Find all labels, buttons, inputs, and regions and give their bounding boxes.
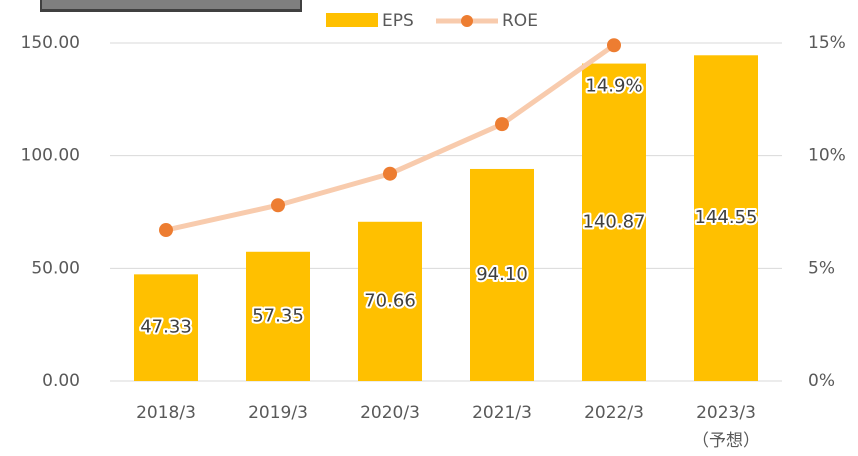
y-tick-label: 50.00 xyxy=(31,258,80,278)
data-label: 94.10 xyxy=(476,264,528,285)
roe-marker xyxy=(495,117,509,132)
roe-marker xyxy=(383,166,397,181)
title-box-inner xyxy=(42,0,300,9)
roe-marker xyxy=(271,198,285,213)
data-label: 70.66 xyxy=(364,290,416,311)
bar xyxy=(358,221,422,381)
roe-marker xyxy=(159,223,173,238)
y-tick-label: 0.00 xyxy=(42,371,80,391)
data-label: 140.87 xyxy=(583,211,646,232)
bar xyxy=(134,274,198,381)
category-note: （予想） xyxy=(692,431,760,451)
data-label: 144.55 xyxy=(695,207,758,228)
y-tick-label: 150.00 xyxy=(21,33,80,53)
legend-label: ROE xyxy=(502,11,538,31)
bar xyxy=(470,168,534,381)
x-tick-label: 2019/3 xyxy=(248,403,308,423)
x-tick-label: 2022/3 xyxy=(584,403,644,423)
y2-tick-label: 0% xyxy=(808,371,835,391)
legend-label: EPS xyxy=(382,11,414,31)
x-tick-label: 2018/3 xyxy=(136,403,196,423)
roe-marker xyxy=(607,38,621,53)
bar xyxy=(694,55,758,381)
bar xyxy=(246,251,310,381)
x-tick-label: 2023/3 xyxy=(696,403,756,423)
y2-tick-label: 10% xyxy=(808,146,846,166)
y2-tick-label: 5% xyxy=(808,258,835,278)
legend-swatch xyxy=(326,13,378,27)
y2-tick-label: 15% xyxy=(808,33,846,53)
x-tick-label: 2020/3 xyxy=(360,403,420,423)
roe-line xyxy=(165,43,616,233)
x-tick-label: 2021/3 xyxy=(472,403,532,423)
y-tick-label: 100.00 xyxy=(21,146,80,166)
legend-marker xyxy=(461,15,473,27)
data-label: 57.35 xyxy=(252,305,304,326)
data-label: 14.9% xyxy=(585,75,642,96)
bar xyxy=(582,63,646,381)
data-label: 47.33 xyxy=(140,317,192,338)
